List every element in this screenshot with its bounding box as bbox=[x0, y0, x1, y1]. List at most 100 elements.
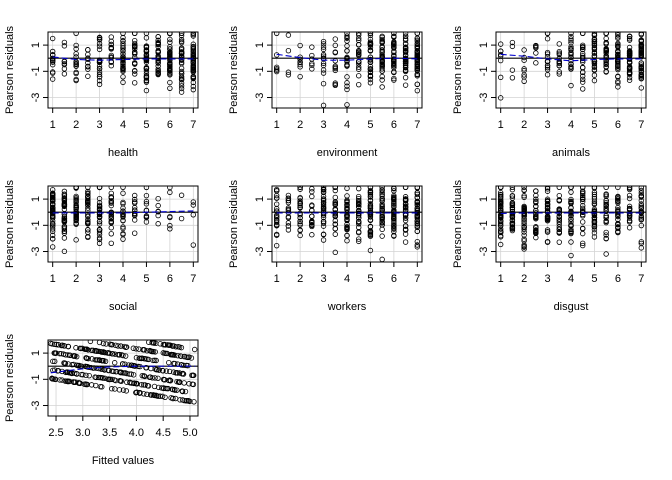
data-point bbox=[113, 368, 120, 375]
data-point bbox=[568, 219, 574, 225]
data-point bbox=[521, 72, 527, 78]
data-point bbox=[178, 215, 185, 222]
data-point bbox=[132, 60, 138, 66]
data-point bbox=[86, 372, 92, 379]
data-point bbox=[591, 60, 598, 66]
data-point bbox=[497, 223, 504, 229]
data-point bbox=[580, 196, 586, 202]
data-point bbox=[78, 371, 85, 378]
smooth-curve bbox=[500, 53, 642, 62]
data-point bbox=[167, 68, 173, 74]
data-point bbox=[603, 191, 609, 197]
data-point bbox=[580, 192, 586, 199]
data-point bbox=[157, 393, 163, 399]
data-point bbox=[172, 395, 179, 402]
data-point bbox=[170, 369, 177, 375]
data-point bbox=[49, 62, 56, 68]
data-point bbox=[544, 228, 551, 235]
data-point bbox=[49, 218, 56, 224]
data-point bbox=[356, 236, 362, 242]
data-point bbox=[285, 195, 292, 202]
data-point bbox=[61, 71, 68, 77]
data-point bbox=[344, 227, 350, 233]
data-point bbox=[332, 206, 338, 212]
data-point bbox=[96, 81, 103, 88]
data-point bbox=[65, 343, 72, 350]
data-point bbox=[128, 362, 135, 368]
data-point bbox=[190, 69, 197, 75]
data-point bbox=[128, 380, 135, 386]
data-point bbox=[320, 198, 327, 204]
data-point bbox=[309, 232, 315, 238]
data-point bbox=[73, 63, 79, 69]
data-point bbox=[521, 213, 527, 219]
data-point bbox=[52, 358, 58, 365]
data-point bbox=[132, 204, 138, 211]
data-point bbox=[124, 370, 130, 377]
data-point bbox=[167, 189, 173, 196]
data-point bbox=[136, 390, 143, 396]
data-point bbox=[367, 197, 374, 204]
data-point bbox=[367, 247, 374, 254]
data-point bbox=[556, 71, 562, 77]
data-point bbox=[391, 34, 397, 40]
data-point bbox=[178, 85, 185, 92]
data-point bbox=[509, 208, 516, 215]
data-point bbox=[615, 49, 621, 55]
data-point bbox=[638, 193, 645, 199]
data-point bbox=[497, 74, 504, 81]
data-point bbox=[96, 226, 103, 233]
data-point bbox=[544, 227, 551, 233]
data-point bbox=[509, 186, 516, 191]
data-point bbox=[580, 225, 586, 231]
data-point bbox=[615, 78, 621, 85]
panel-workers: 1 2 3 4 5 6 7 -3 -1 1 workers Pearson residuals bbox=[228, 179, 423, 313]
data-point bbox=[61, 58, 68, 65]
data-point bbox=[108, 240, 114, 246]
panel-fitted: 2.5 3.0 3.5 4.0 4.5 5.0 -3 -1 1 Fitted values Pear… bbox=[4, 333, 199, 467]
data-point bbox=[556, 69, 562, 75]
data-point bbox=[179, 388, 186, 394]
data-point bbox=[53, 341, 59, 348]
data-point bbox=[49, 35, 56, 42]
data-point bbox=[626, 37, 633, 43]
data-point bbox=[603, 218, 609, 224]
data-point bbox=[533, 228, 539, 234]
data-point bbox=[367, 203, 374, 209]
data-point bbox=[615, 84, 621, 90]
data-point bbox=[273, 208, 280, 214]
data-point bbox=[509, 192, 516, 199]
data-point bbox=[176, 344, 183, 350]
data-point bbox=[580, 46, 586, 53]
data-point bbox=[591, 189, 598, 196]
data-point bbox=[85, 213, 91, 219]
data-point bbox=[136, 346, 142, 352]
data-point bbox=[356, 221, 362, 227]
points-disgust bbox=[497, 186, 645, 259]
data-point bbox=[108, 231, 114, 237]
data-point bbox=[568, 33, 574, 40]
data-point bbox=[626, 33, 633, 40]
data-point bbox=[580, 198, 586, 205]
data-point bbox=[603, 193, 609, 199]
data-point bbox=[356, 32, 362, 37]
data-point bbox=[309, 213, 315, 219]
data-point bbox=[163, 385, 169, 392]
data-point bbox=[61, 202, 68, 208]
data-point bbox=[132, 199, 138, 205]
data-point bbox=[190, 41, 197, 47]
data-point bbox=[356, 66, 362, 72]
data-point bbox=[143, 43, 150, 50]
data-point bbox=[273, 66, 280, 72]
data-point bbox=[591, 200, 598, 206]
data-point bbox=[115, 352, 121, 358]
data-point bbox=[379, 36, 385, 43]
data-point bbox=[132, 37, 138, 44]
data-point bbox=[155, 202, 161, 209]
data-point bbox=[61, 191, 68, 198]
data-point bbox=[273, 231, 280, 238]
data-point bbox=[638, 190, 645, 196]
y-tick-label: 1 bbox=[254, 42, 266, 48]
data-point bbox=[414, 37, 421, 43]
